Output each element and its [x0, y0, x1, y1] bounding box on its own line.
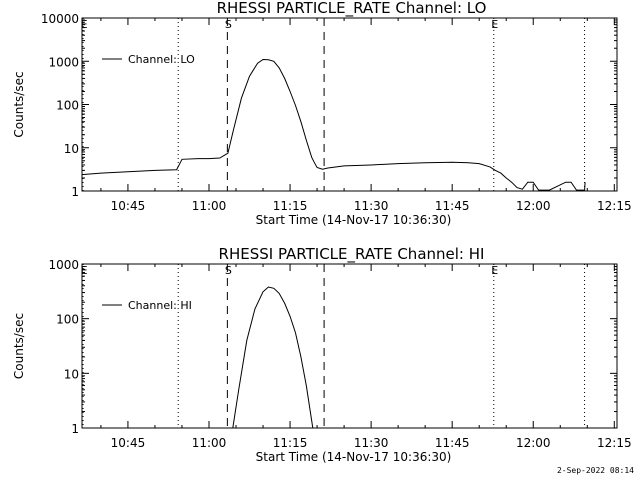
- y-axis-label: Counts/sec: [12, 71, 26, 137]
- legend-label: Channel: LO: [128, 53, 195, 66]
- event-marker-label: E: [81, 264, 88, 277]
- chart-panel-2: [81, 263, 618, 429]
- legend-label: Channel: HI: [128, 299, 192, 312]
- data-series-line: [232, 286, 314, 429]
- chart-title: RHESSI PARTICLE_RATE Channel: HI: [219, 245, 485, 264]
- plot-frame: [81, 17, 618, 192]
- chart-title: RHESSI PARTICLE_RATE Channel: LO: [217, 0, 487, 18]
- x-tick-label: 11:30: [354, 436, 389, 450]
- y-tick-label: 1: [71, 185, 79, 199]
- y-tick-label: 1000: [48, 55, 79, 69]
- x-tick-label: 12:15: [597, 199, 632, 213]
- chart-panel-1: [81, 17, 618, 192]
- y-tick-label: 1: [71, 422, 79, 436]
- y-tick-label: 100: [56, 99, 79, 113]
- x-tick-label: 11:15: [273, 199, 308, 213]
- x-axis-label: Start Time (14-Nov-17 10:36:30): [256, 450, 452, 464]
- y-axis-label: Counts/sec: [12, 313, 26, 379]
- x-tick-label: 11:00: [192, 199, 227, 213]
- event-marker-label: S: [225, 18, 232, 31]
- x-tick-label: 11:30: [354, 199, 389, 213]
- y-tick-label: 100: [56, 313, 79, 327]
- x-tick-label: 12:15: [597, 436, 632, 450]
- y-tick-label: 10: [64, 367, 79, 381]
- x-tick-label: 10:45: [111, 436, 146, 450]
- x-tick-label: 11:15: [273, 436, 308, 450]
- data-series-line: [81, 58, 586, 191]
- x-tick-label: 12:00: [516, 436, 551, 450]
- event-marker-label: S: [225, 264, 232, 277]
- event-marker-label: E: [491, 18, 498, 31]
- footer-timestamp: 2-Sep-2022 08:14: [556, 466, 634, 475]
- x-axis-label: Start Time (14-Nov-17 10:36:30): [256, 213, 452, 227]
- y-tick-label: 10000: [41, 12, 79, 26]
- x-tick-label: 11:00: [192, 436, 227, 450]
- plot-frame: [81, 263, 618, 429]
- x-tick-label: 10:45: [111, 199, 146, 213]
- y-tick-label: 1000: [48, 258, 79, 272]
- y-tick-label: 10: [64, 142, 79, 156]
- x-tick-label: 12:00: [516, 199, 551, 213]
- event-marker-label: E: [81, 18, 88, 31]
- event-marker-label: E: [491, 264, 498, 277]
- x-tick-label: 11:45: [435, 199, 470, 213]
- x-tick-label: 11:45: [435, 436, 470, 450]
